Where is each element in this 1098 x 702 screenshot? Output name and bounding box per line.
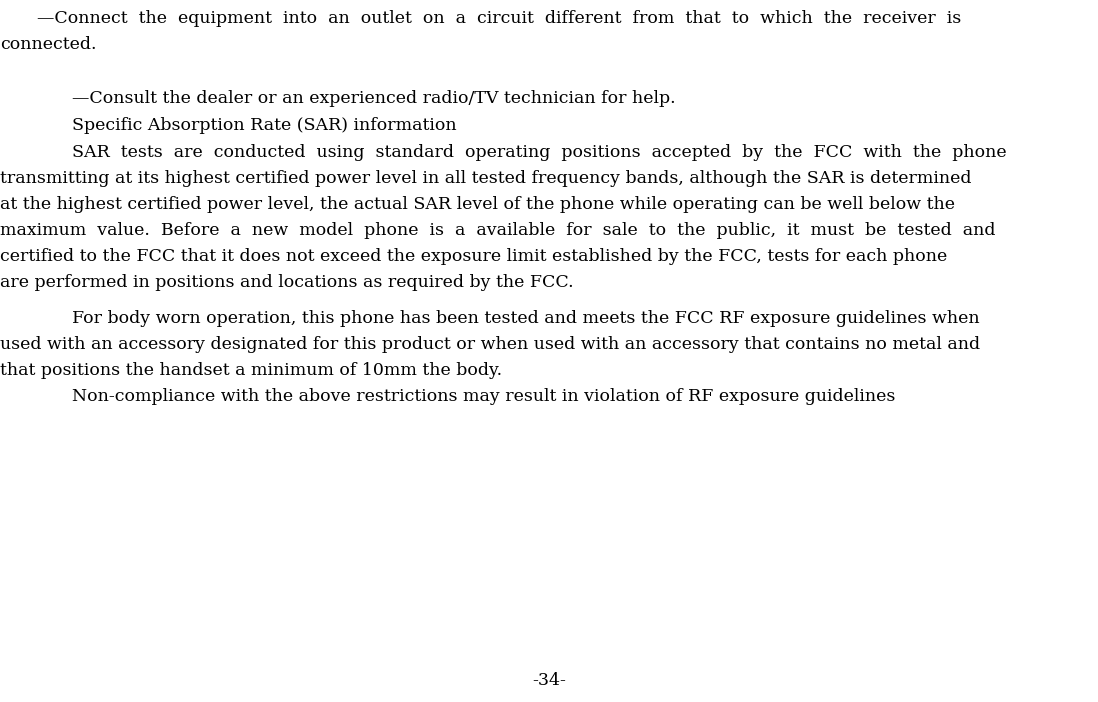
Text: SAR  tests  are  conducted  using  standard  operating  positions  accepted  by : SAR tests are conducted using standard o… [72, 144, 1007, 161]
Text: certified to the FCC that it does not exceed the exposure limit established by t: certified to the FCC that it does not ex… [0, 248, 948, 265]
Text: transmitting at its highest certified power level in all tested frequency bands,: transmitting at its highest certified po… [0, 170, 972, 187]
Text: Specific Absorption Rate (SAR) information: Specific Absorption Rate (SAR) informati… [72, 117, 457, 134]
Text: are performed in positions and locations as required by the FCC.: are performed in positions and locations… [0, 274, 573, 291]
Text: -34-: -34- [533, 672, 565, 689]
Text: —Connect  the  equipment  into  an  outlet  on  a  circuit  different  from  tha: —Connect the equipment into an outlet on… [37, 10, 961, 27]
Text: used with an accessory designated for this product or when used with an accessor: used with an accessory designated for th… [0, 336, 981, 353]
Text: connected.: connected. [0, 36, 97, 53]
Text: For body worn operation, this phone has been tested and meets the FCC RF exposur: For body worn operation, this phone has … [72, 310, 979, 327]
Text: at the highest certified power level, the actual SAR level of the phone while op: at the highest certified power level, th… [0, 196, 955, 213]
Text: Non-compliance with the above restrictions may result in violation of RF exposur: Non-compliance with the above restrictio… [72, 388, 895, 405]
Text: —Consult the dealer or an experienced radio/TV technician for help.: —Consult the dealer or an experienced ra… [72, 90, 675, 107]
Text: maximum  value.  Before  a  new  model  phone  is  a  available  for  sale  to  : maximum value. Before a new model phone … [0, 222, 996, 239]
Text: that positions the handset a minimum of 10mm the body.: that positions the handset a minimum of … [0, 362, 502, 379]
